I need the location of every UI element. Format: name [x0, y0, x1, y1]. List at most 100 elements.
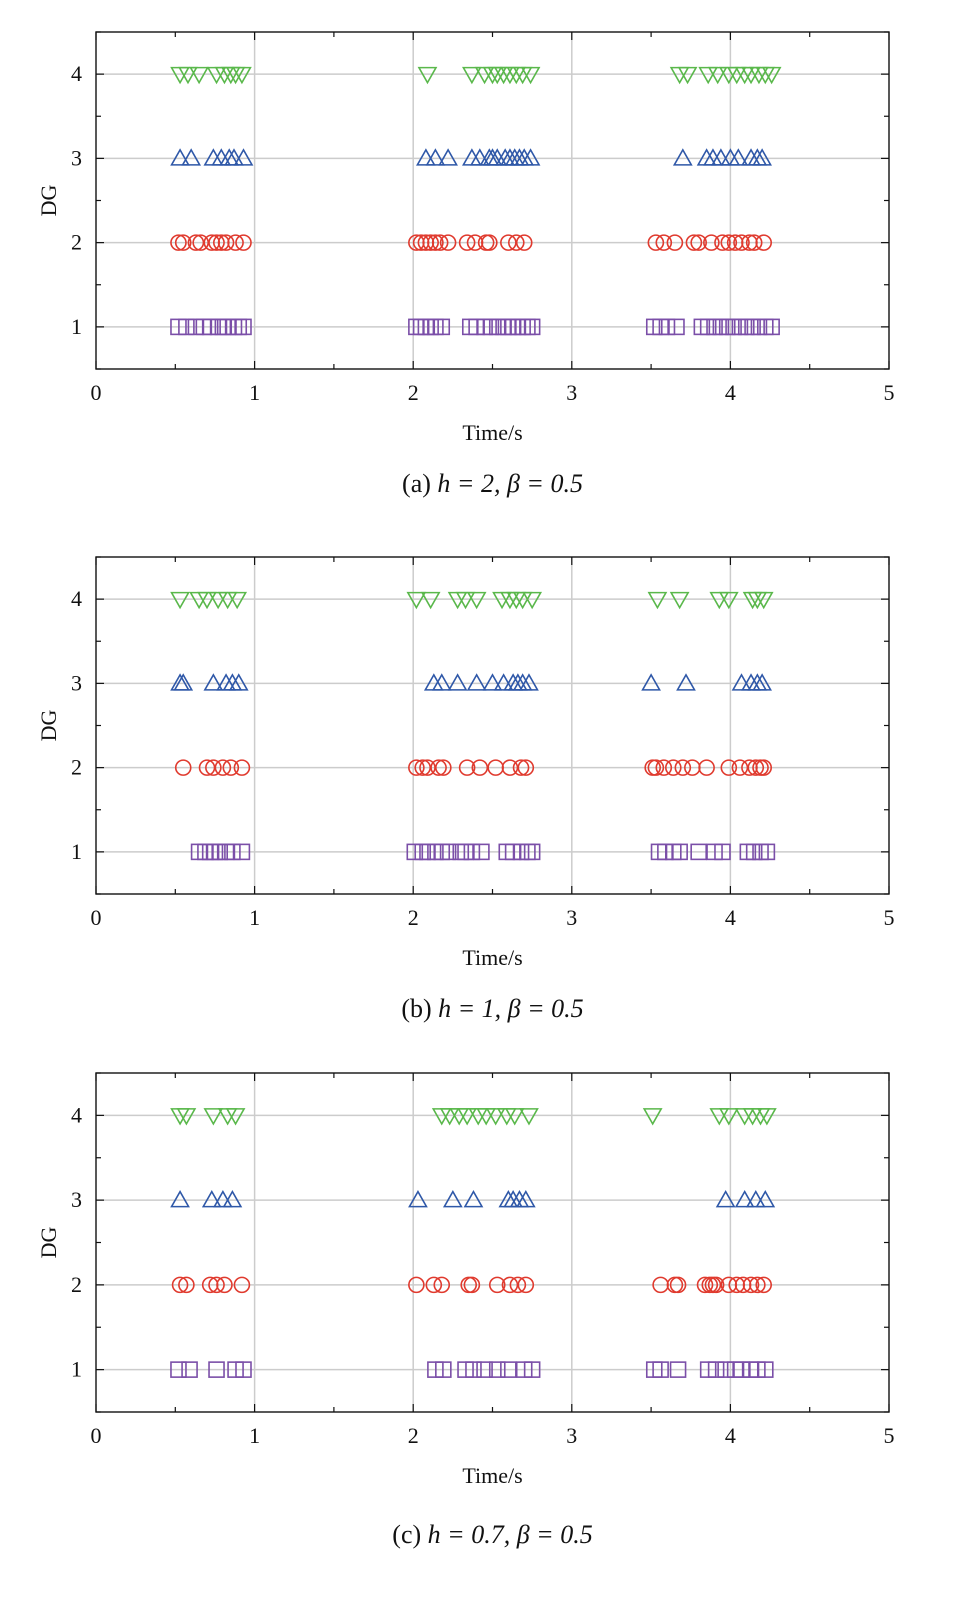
x-tick-label: 4: [725, 1423, 736, 1448]
data-point-dg-3: [170, 148, 190, 166]
data-point-dg-3: [734, 1190, 755, 1208]
data-point-dg-2: [647, 234, 665, 251]
y-axis-label: DG: [36, 185, 61, 217]
data-point-dg-1: [463, 843, 481, 861]
data-point-dg-2: [714, 234, 731, 251]
data-point-dg-2: [463, 1276, 481, 1294]
data-point-dg-3: [469, 148, 490, 166]
data-point-dg-1: [488, 1361, 506, 1378]
data-point-dg-2: [720, 234, 738, 251]
data-point-dg-2: [458, 234, 476, 251]
data-point-dg-1: [717, 1361, 734, 1378]
data-point-dg-2: [227, 234, 244, 251]
data-point-dg-2: [647, 759, 665, 776]
data-point-dg-2: [749, 1276, 766, 1294]
data-point-dg-2: [755, 234, 773, 251]
data-point-dg-4: [761, 66, 782, 85]
data-point-dg-4: [709, 1108, 730, 1126]
data-point-dg-2: [481, 234, 498, 251]
data-point-dg-4: [476, 1108, 497, 1126]
series-dg-3: [170, 1190, 776, 1208]
x-tick-label: 2: [408, 1423, 419, 1448]
data-point-dg-4: [208, 591, 228, 610]
data-point-dg-4: [178, 66, 198, 85]
data-point-dg-4: [485, 1108, 506, 1126]
data-point-dg-4: [718, 1108, 739, 1126]
data-point-dg-2: [666, 234, 684, 251]
data-point-dg-2: [655, 234, 673, 251]
data-point-dg-3: [416, 148, 436, 166]
y-tick-label: 1: [71, 839, 82, 864]
data-point-dg-2: [414, 759, 432, 776]
data-point-dg-2: [419, 759, 436, 776]
data-point-dg-3: [170, 673, 190, 691]
data-point-dg-2: [731, 759, 749, 776]
panel-caption: (c) h = 0.7, β = 0.5: [392, 1520, 592, 1549]
data-point-dg-3: [447, 673, 468, 691]
data-point-dg-2: [214, 759, 232, 776]
data-point-dg-3: [711, 148, 731, 166]
x-tick-label: 5: [884, 380, 895, 405]
data-point-dg-4: [189, 66, 209, 85]
data-point-dg-1: [758, 843, 776, 861]
caption-prefix: (a): [402, 469, 437, 498]
data-point-dg-3: [233, 148, 254, 166]
data-point-dg-2: [720, 759, 738, 776]
data-point-dg-4: [466, 591, 487, 610]
data-point-dg-2: [655, 759, 673, 776]
data-point-dg-2: [205, 759, 222, 776]
x-tick-label: 4: [725, 380, 736, 405]
data-point-dg-1: [233, 843, 251, 861]
data-point-dg-1: [439, 843, 457, 861]
x-tick-label: 3: [566, 380, 577, 405]
data-point-dg-2: [501, 759, 519, 776]
data-point-dg-3: [676, 673, 696, 691]
data-point-dg-2: [755, 759, 773, 776]
series-dg-2: [171, 1276, 773, 1294]
caption-prefix: (c): [392, 1520, 427, 1549]
data-point-dg-1: [733, 1361, 750, 1378]
x-tick-label: 5: [884, 905, 895, 930]
data-point-dg-1: [465, 1361, 482, 1378]
plot-frame: [95, 556, 890, 895]
data-point-dg-2: [425, 1276, 443, 1294]
data-point-dg-3: [170, 1190, 190, 1208]
data-point-dg-3: [463, 1190, 484, 1208]
data-point-dg-2: [471, 759, 489, 776]
data-point-dg-2: [745, 234, 763, 251]
data-point-dg-2: [408, 1276, 425, 1294]
data-point-dg-3: [181, 148, 202, 166]
data-point-dg-4: [707, 66, 728, 85]
data-point-dg-4: [225, 1108, 246, 1126]
data-point-dg-1: [235, 1361, 252, 1378]
data-point-dg-3: [203, 673, 224, 691]
data-point-dg-4: [669, 591, 690, 610]
data-point-dg-2: [427, 234, 444, 251]
data-point-dg-4: [519, 1108, 539, 1126]
x-tick-label: 0: [91, 380, 102, 405]
data-point-dg-3: [745, 1190, 766, 1208]
y-tick-label: 4: [71, 586, 82, 611]
data-point-dg-2: [233, 1276, 251, 1294]
caption-parameters: h = 1, β = 0.5: [438, 994, 584, 1023]
caption-parameters: h = 2, β = 0.5: [437, 469, 583, 498]
data-point-dg-2: [707, 1276, 725, 1294]
data-point-dg-2: [233, 759, 251, 776]
data-point-dg-2: [435, 759, 452, 776]
y-tick-label: 4: [71, 61, 82, 86]
data-point-dg-2: [698, 759, 715, 776]
data-point-dg-2: [685, 234, 703, 251]
data-point-dg-3: [213, 1190, 233, 1208]
data-point-dg-2: [208, 234, 225, 251]
x-axis-label: Time/s: [462, 1463, 522, 1488]
data-point-dg-2: [216, 1276, 233, 1294]
data-point-dg-4: [642, 1108, 663, 1126]
data-point-dg-3: [442, 1190, 463, 1208]
data-point-dg-3: [755, 1190, 776, 1208]
data-point-dg-1: [690, 843, 707, 861]
data-point-dg-3: [431, 673, 452, 691]
data-point-dg-3: [752, 148, 772, 166]
y-axis-label: DG: [36, 710, 61, 742]
data-point-dg-1: [523, 843, 541, 861]
chart-panel-1: 0 1 2 3 4 5 1 2 3 4 Time/s DG (a) h = 2, β = 0.5: [36, 31, 895, 498]
